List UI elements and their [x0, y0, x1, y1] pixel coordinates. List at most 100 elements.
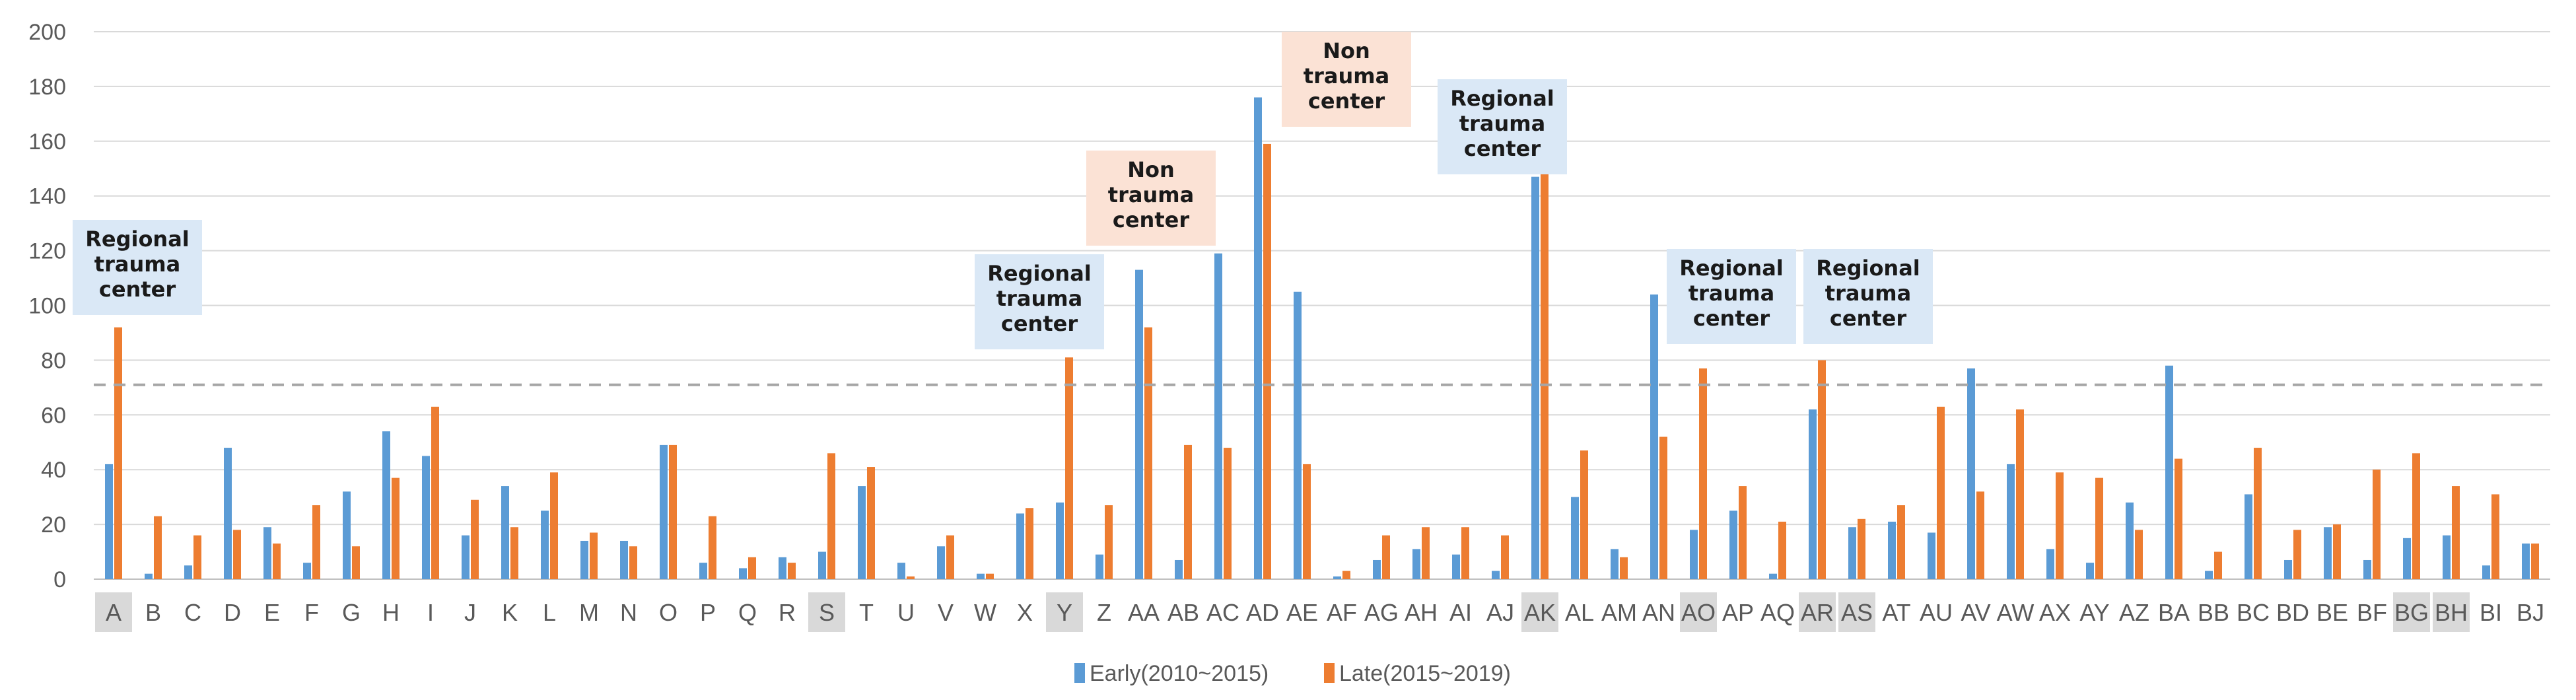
x-tick-label: BG: [2394, 599, 2429, 626]
x-tick-label: AG: [1364, 599, 1399, 626]
annotation-text: trauma: [996, 286, 1082, 311]
bar: [2363, 559, 2371, 579]
annotation-box: [975, 254, 1104, 349]
bar: [462, 535, 470, 579]
legend-item[interactable]: Early(2010~2015): [1074, 661, 1269, 686]
bar: [2165, 365, 2173, 579]
bar: [1531, 176, 1539, 579]
bar: [2254, 448, 2262, 579]
bar: [907, 576, 915, 579]
annotation-text: Regional: [1816, 256, 1920, 281]
bar: [788, 563, 796, 579]
x-tick-label: D: [224, 599, 241, 626]
bar: [1818, 360, 1826, 579]
bar: [1412, 549, 1420, 579]
bar: [1690, 530, 1698, 579]
annotation-text: Non: [1323, 38, 1370, 63]
bar: [1135, 269, 1143, 579]
bar: [1888, 521, 1896, 579]
x-tick-label: O: [659, 599, 678, 626]
bar: [1016, 513, 1024, 579]
bar: [422, 456, 430, 579]
bar: [827, 453, 835, 579]
bar: [1809, 409, 1817, 579]
bar: [2403, 538, 2411, 579]
y-tick-label: 20: [41, 512, 66, 538]
x-tick-label: X: [1017, 599, 1033, 626]
bar: [343, 491, 351, 579]
annotation-text: Regional: [987, 261, 1092, 286]
x-tick-label: AH: [1405, 599, 1438, 626]
x-tick-label: A: [106, 599, 122, 626]
bar: [580, 540, 588, 579]
bar: [2214, 551, 2222, 579]
bar: [779, 557, 786, 579]
bar: [154, 516, 162, 579]
x-tick-label: K: [502, 599, 518, 626]
bar: [1848, 527, 1856, 579]
bar: [1342, 571, 1350, 579]
bar: [1928, 532, 1935, 579]
bar: [1967, 368, 1975, 579]
category-highlight-box: [1521, 592, 1558, 632]
y-tick-label: 100: [28, 294, 66, 319]
bar: [263, 527, 271, 579]
x-axis-labels: A B C D E F G H I J K L M N O P Q R S T U V W X Y Z AA AB AC AD AE AF AG…: [106, 599, 2544, 626]
bar: [629, 546, 637, 579]
bar: [541, 510, 549, 579]
annotation-text: center: [1464, 136, 1541, 161]
bar: [1501, 535, 1509, 579]
bar: [193, 535, 201, 579]
x-tick-label: AS: [1841, 599, 1873, 626]
x-tick-label: E: [264, 599, 280, 626]
bar: [501, 486, 509, 579]
x-tick-label: AL: [1565, 599, 1594, 626]
bar: [1976, 491, 1984, 579]
x-tick-label: BE: [2316, 599, 2348, 626]
x-tick-label: BA: [2158, 599, 2190, 626]
annotation-text: trauma: [1304, 63, 1389, 88]
category-highlight-box: [2393, 592, 2430, 632]
bar: [1452, 554, 1460, 579]
bar: [1580, 450, 1588, 579]
x-tick-label: AN: [1642, 599, 1675, 626]
x-tick-label: I: [427, 599, 434, 626]
bar: [382, 431, 390, 579]
x-tick-label: BB: [2198, 599, 2229, 626]
bar: [1184, 444, 1192, 579]
bar: [1699, 368, 1707, 579]
x-tick-label: AC: [1206, 599, 1239, 626]
bar: [1144, 327, 1152, 579]
x-tick-label: G: [342, 599, 361, 626]
bar: [2443, 535, 2451, 579]
bar: [897, 563, 905, 579]
bar: [105, 464, 113, 579]
x-tick-label: Q: [738, 599, 757, 626]
x-tick-label: AT: [1882, 599, 1910, 626]
bar: [1254, 97, 1262, 580]
legend[interactable]: Early(2010~2015) Late(2015~2019): [1074, 661, 1511, 686]
bar: [145, 573, 153, 579]
y-tick-label: 160: [28, 129, 66, 155]
x-tick-label: N: [620, 599, 637, 626]
bar: [2522, 543, 2530, 579]
bar: [699, 563, 707, 579]
x-tick-label: BJ: [2517, 599, 2544, 626]
legend-item[interactable]: Late(2015~2019): [1324, 661, 1511, 686]
x-tick-label: BF: [2357, 599, 2387, 626]
category-highlight-box: [1046, 592, 1083, 632]
annotation-text: center: [1830, 306, 1906, 331]
x-tick-label: C: [184, 599, 201, 626]
bar: [2452, 486, 2460, 579]
bar: [184, 565, 192, 579]
annotation-text: trauma: [1688, 281, 1774, 306]
bar: [2175, 458, 2182, 579]
x-tick-label: V: [938, 599, 954, 626]
x-tick-label: AK: [1524, 599, 1556, 626]
bar: [550, 472, 558, 579]
bar: [471, 499, 479, 579]
annotation-box: [1086, 151, 1216, 246]
x-tick-label: AI: [1449, 599, 1472, 626]
